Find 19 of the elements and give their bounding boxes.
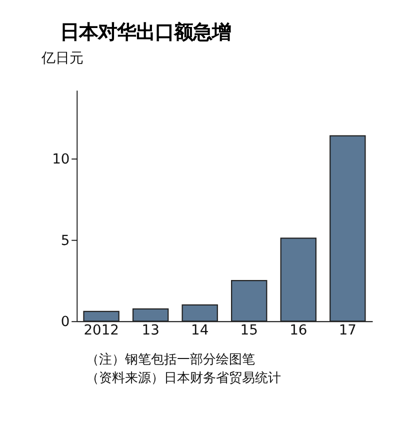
chart-title: 日本对华出口额急增 — [60, 20, 232, 44]
y-tick-label: 0 — [60, 314, 70, 330]
bar — [182, 304, 218, 322]
y-tick-label: 5 — [60, 232, 70, 249]
bar — [330, 135, 366, 322]
text: （资料来源）日本财务省贸易统计 — [86, 371, 281, 386]
y-tick-label: 10 — [52, 152, 70, 168]
bar — [280, 238, 316, 322]
bar — [132, 308, 169, 322]
x-tick-label: 14 — [191, 322, 209, 339]
x-tick-label: 13 — [142, 322, 160, 339]
bar — [231, 280, 268, 322]
x-tick-label: 15 — [240, 322, 258, 339]
x-tick-label: 16 — [290, 322, 308, 339]
x-tick-label: 17 — [338, 322, 356, 339]
text: （注）钢笔包括一部分绘图笔 — [86, 352, 255, 368]
x-tick-label: 2012 — [84, 322, 119, 339]
y-axis-title: 亿日元 — [40, 50, 84, 67]
bar — [83, 310, 120, 322]
